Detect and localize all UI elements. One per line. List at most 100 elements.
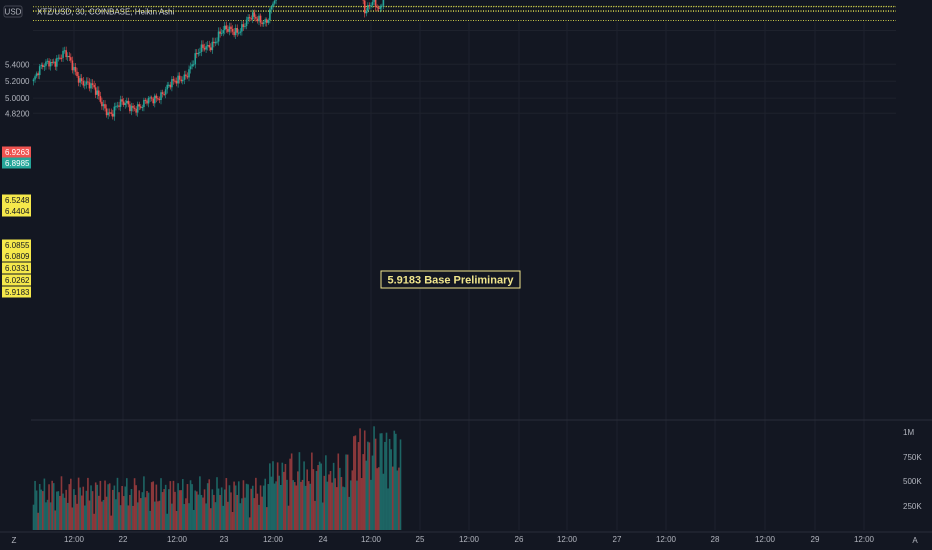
candle-body xyxy=(239,31,242,33)
volume-bar xyxy=(269,463,271,530)
price-label-box xyxy=(2,286,31,298)
volume-bar xyxy=(356,480,358,530)
candle-body xyxy=(234,27,237,36)
candle-body xyxy=(60,57,63,59)
candle-body xyxy=(54,61,57,67)
z-button[interactable]: Z xyxy=(12,536,17,545)
price-label-text: 6.4404 xyxy=(5,207,30,216)
volume-bar xyxy=(298,452,301,530)
volume-bar xyxy=(63,497,66,530)
volume-bar xyxy=(311,452,313,530)
volume-bar xyxy=(315,470,318,530)
volume-bar xyxy=(129,494,131,530)
candle-body xyxy=(241,24,243,32)
volume-bar xyxy=(281,462,284,530)
candle-body xyxy=(110,112,113,114)
candle-body xyxy=(258,15,260,22)
volume-bar xyxy=(174,491,176,530)
volume-bar xyxy=(309,483,312,530)
candle-body xyxy=(104,104,106,109)
candle-body xyxy=(85,81,88,85)
volume-bar xyxy=(239,503,242,530)
time-tick-label: 29 xyxy=(811,535,820,544)
volume-bar xyxy=(144,497,147,530)
candle-body xyxy=(213,41,215,44)
volume-bar xyxy=(119,505,122,530)
volume-bar xyxy=(181,479,184,530)
volume-bar xyxy=(183,504,186,530)
horizontal-levels[interactable] xyxy=(33,0,896,22)
currency-box[interactable] xyxy=(3,5,23,18)
volume-bar xyxy=(248,517,251,530)
volume-bar xyxy=(200,494,203,530)
candle-body xyxy=(228,26,231,32)
volume-bar xyxy=(295,485,298,530)
candle-body xyxy=(63,50,66,52)
volume-bar xyxy=(367,441,369,530)
a-button[interactable]: A xyxy=(912,536,918,545)
volume-bar xyxy=(91,491,94,530)
volume-bar xyxy=(110,515,113,530)
candle-body xyxy=(141,107,144,109)
volume-bar xyxy=(208,479,211,530)
price-label-text: 6.0262 xyxy=(5,276,30,285)
candle-body xyxy=(253,12,256,17)
candle-body xyxy=(216,41,218,43)
candle-body xyxy=(206,45,209,47)
volume-bar xyxy=(52,483,55,530)
volume-bar xyxy=(337,453,340,530)
candle-body xyxy=(180,79,183,82)
volume-axis-ticks: 1M 750K 500K 250K xyxy=(903,428,922,511)
time-tick-label: 12:00 xyxy=(361,535,382,544)
price-label-text: 6.8985 xyxy=(5,159,30,168)
volume-bar xyxy=(399,439,402,530)
volume-bar xyxy=(112,489,114,530)
volume-bar xyxy=(143,476,145,530)
candle-body xyxy=(124,103,127,105)
candle-body xyxy=(178,75,181,80)
candle-body xyxy=(71,60,74,71)
volume-bar xyxy=(301,479,304,530)
volume-bar xyxy=(161,492,164,530)
candle-body xyxy=(373,0,375,2)
candle-body xyxy=(94,87,97,95)
volume-bar xyxy=(334,478,336,530)
volume-bar xyxy=(267,484,270,530)
candle-body xyxy=(37,73,39,76)
volume-bar xyxy=(297,471,299,530)
price-label-text: 6.5248 xyxy=(5,196,30,205)
candle-body xyxy=(217,31,220,42)
volume-bar xyxy=(40,489,43,530)
candle-body xyxy=(169,84,172,88)
volume-bar xyxy=(231,511,234,530)
volume-bar xyxy=(186,484,189,530)
volume-bar xyxy=(306,469,308,530)
candle-body xyxy=(45,61,47,66)
volume-bar xyxy=(116,477,119,530)
volume-bar xyxy=(42,491,44,530)
time-tick-label: 23 xyxy=(220,535,229,544)
candle-body xyxy=(129,104,131,112)
candle-body xyxy=(153,95,156,104)
volume-bar xyxy=(320,463,322,530)
volume-bar xyxy=(96,484,99,530)
candle-body xyxy=(91,83,94,86)
volume-bar xyxy=(62,493,64,530)
volume-tick-label: 250K xyxy=(903,502,922,511)
volume-bar xyxy=(359,428,361,530)
candle-body xyxy=(367,5,369,11)
volume-bar xyxy=(390,449,392,530)
annotation-box[interactable] xyxy=(380,270,521,289)
volume-bar xyxy=(194,490,197,530)
candle-body xyxy=(57,57,60,59)
candle-body xyxy=(275,0,277,1)
candle-body xyxy=(84,84,86,86)
candle-body xyxy=(261,22,263,25)
candle-body xyxy=(189,66,192,70)
candle-body xyxy=(43,65,46,68)
volume-bar xyxy=(45,502,47,530)
volume-bar xyxy=(331,482,333,530)
volume-bar xyxy=(124,486,127,530)
volume-bar xyxy=(396,470,399,530)
